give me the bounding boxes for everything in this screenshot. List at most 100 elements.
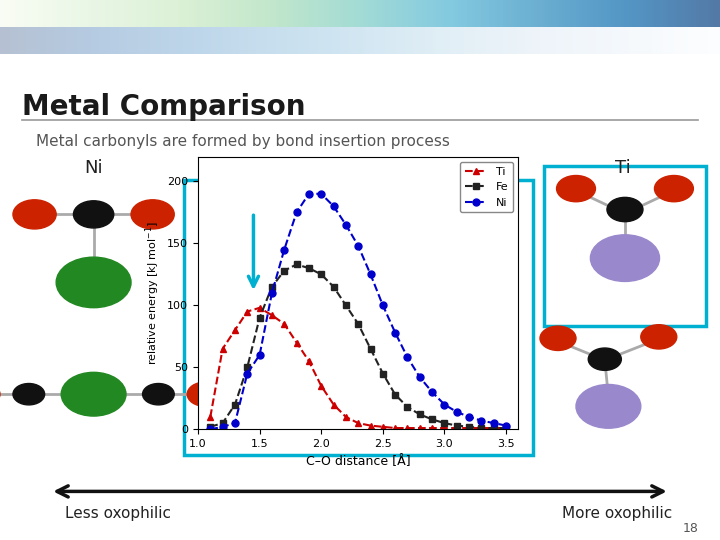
Fe: [428, 416, 436, 423]
Ni: [428, 389, 436, 395]
Circle shape: [61, 373, 126, 416]
Ni: [329, 203, 338, 210]
Ti: [415, 425, 424, 431]
Ni: [452, 409, 461, 415]
Ti: [329, 401, 338, 408]
Text: 18: 18: [683, 522, 698, 535]
Ti: [268, 312, 276, 319]
Ti: [256, 305, 264, 311]
Fe: [317, 271, 325, 278]
Fe: [391, 392, 400, 398]
Fe: [502, 425, 510, 431]
Fe: [477, 425, 486, 431]
Ni: [268, 289, 276, 296]
X-axis label: C–O distance [Å]: C–O distance [Å]: [306, 455, 410, 468]
Ni: [218, 423, 227, 430]
Fe: [268, 284, 276, 290]
Ti: [502, 425, 510, 431]
Circle shape: [187, 382, 223, 407]
Fe: [354, 321, 362, 327]
Ti: [403, 425, 412, 431]
Ni: [292, 209, 301, 215]
Ti: [317, 383, 325, 389]
Ni: [280, 246, 289, 253]
Text: Metal Comparison: Metal Comparison: [22, 93, 305, 121]
Fe: [230, 401, 239, 408]
Ni: [341, 221, 350, 228]
Fe: [415, 411, 424, 417]
Circle shape: [73, 201, 114, 228]
Ni: [391, 329, 400, 336]
Ti: [292, 339, 301, 346]
Circle shape: [588, 348, 621, 370]
Ni: [317, 191, 325, 197]
Ni: [502, 422, 510, 429]
Legend: Ti, Fe, Ni: Ti, Fe, Ni: [460, 162, 513, 212]
Circle shape: [143, 383, 174, 405]
Circle shape: [641, 325, 677, 349]
Circle shape: [590, 235, 660, 281]
Line: Ti: Ti: [207, 305, 510, 431]
Ti: [243, 308, 251, 315]
Ni: [230, 420, 239, 427]
Circle shape: [557, 176, 595, 202]
Ni: [415, 374, 424, 381]
Ti: [391, 425, 400, 431]
Ti: [440, 425, 449, 431]
Ti: [465, 425, 474, 431]
Text: Less oxophilic: Less oxophilic: [65, 506, 171, 521]
Circle shape: [56, 257, 131, 308]
Fe: [243, 364, 251, 370]
Line: Ni: Ni: [207, 190, 510, 433]
Ni: [490, 420, 498, 427]
Fe: [379, 370, 387, 377]
Ni: [379, 302, 387, 308]
Text: Ti: Ti: [615, 159, 631, 177]
Ni: [366, 271, 375, 278]
Ni: [403, 354, 412, 361]
Fe: [206, 423, 215, 430]
Circle shape: [654, 176, 693, 202]
Ti: [206, 414, 215, 420]
Ni: [440, 401, 449, 408]
Circle shape: [607, 197, 643, 221]
Bar: [184, 180, 533, 455]
Ti: [452, 425, 461, 431]
Fe: [440, 420, 449, 427]
Ti: [490, 425, 498, 431]
Circle shape: [13, 200, 56, 229]
Ti: [379, 423, 387, 430]
Ni: [206, 426, 215, 433]
Fe: [218, 420, 227, 427]
Fe: [280, 267, 289, 274]
Ni: [477, 417, 486, 424]
Text: Ni: Ni: [84, 159, 103, 177]
Line: Fe: Fe: [207, 261, 510, 431]
Fe: [305, 265, 313, 272]
Fe: [465, 423, 474, 430]
Text: Fe: Fe: [300, 159, 320, 177]
Ti: [366, 422, 375, 429]
Fe: [452, 422, 461, 429]
Ti: [280, 321, 289, 327]
Text: More oxophilic: More oxophilic: [562, 506, 672, 521]
Bar: [544, 166, 706, 326]
Fe: [341, 302, 350, 308]
Ni: [465, 414, 474, 420]
Fe: [256, 314, 264, 321]
Ti: [341, 414, 350, 420]
Fe: [366, 346, 375, 352]
Ti: [477, 425, 486, 431]
Ni: [305, 191, 313, 197]
Fe: [292, 261, 301, 268]
Fe: [490, 425, 498, 431]
Circle shape: [576, 384, 641, 428]
Fe: [329, 284, 338, 290]
Y-axis label: relative energy [kJ mol$^{-1}$]: relative energy [kJ mol$^{-1}$]: [143, 221, 161, 365]
Ni: [354, 242, 362, 249]
Ti: [428, 425, 436, 431]
Ti: [354, 420, 362, 427]
Circle shape: [131, 200, 174, 229]
Ni: [256, 352, 264, 358]
Ti: [230, 327, 239, 333]
